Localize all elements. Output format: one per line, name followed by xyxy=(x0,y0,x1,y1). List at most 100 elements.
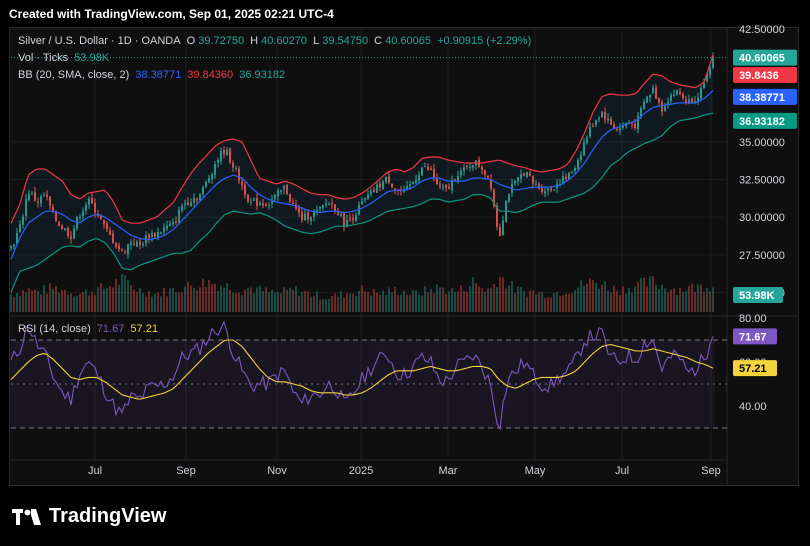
volume-bar xyxy=(295,286,297,312)
volume-bar xyxy=(490,287,492,312)
volume-bar xyxy=(310,296,312,312)
candle-body xyxy=(709,68,711,76)
volume-bar xyxy=(592,279,594,312)
symbol-title[interactable]: Silver / U.S. Dollar · 1D · OANDA xyxy=(18,35,181,47)
candle-body xyxy=(379,183,381,188)
candle-body xyxy=(157,232,159,238)
rsi-label[interactable]: RSI (14, close) xyxy=(18,323,91,335)
volume-bar xyxy=(184,286,186,312)
candle-body xyxy=(31,193,33,195)
candle-body xyxy=(349,218,351,220)
volume-bar xyxy=(565,293,567,312)
last-price-badge-bg xyxy=(733,49,797,66)
candle-body xyxy=(427,166,429,170)
candle-body xyxy=(571,171,573,173)
candle-body xyxy=(694,101,696,103)
candle-body xyxy=(178,209,180,223)
volume-bar xyxy=(217,290,219,312)
bb-label[interactable]: BB (20, SMA, close, 2) xyxy=(18,69,130,81)
volume-bar xyxy=(133,289,135,312)
candle-body xyxy=(310,217,312,221)
volume-label[interactable]: Vol · Ticks xyxy=(18,52,69,64)
volume-bar xyxy=(49,283,51,312)
candle-body xyxy=(382,181,384,189)
candle-body xyxy=(490,179,492,189)
rsi-legend[interactable]: RSI (14, close) 71.67 57.21 xyxy=(18,323,161,335)
volume-bar xyxy=(64,289,66,312)
candle-body xyxy=(208,178,210,183)
volume-bar xyxy=(418,294,420,312)
bb-upper-badge-bg xyxy=(733,66,797,83)
volume-bar xyxy=(208,280,210,312)
candle-body xyxy=(697,97,699,103)
candle-body xyxy=(574,168,576,171)
candle-body xyxy=(367,194,369,199)
candle-body xyxy=(508,194,510,202)
volume-bar xyxy=(334,293,336,312)
candle-body xyxy=(220,150,222,162)
volume-bar xyxy=(547,297,549,312)
volume-bar xyxy=(211,284,213,312)
candle-body xyxy=(352,218,354,221)
candle-body xyxy=(211,174,213,179)
candle-body xyxy=(562,176,564,185)
rsi-tick-label: 80.00 xyxy=(739,313,767,325)
volume-bar xyxy=(97,287,99,312)
candle-body xyxy=(406,186,408,190)
volume-bar xyxy=(199,287,201,312)
volume-bar xyxy=(373,289,375,312)
volume-bar xyxy=(568,293,570,312)
symbol-legend[interactable]: Silver / U.S. Dollar · 1D · OANDA O 39.72… xyxy=(18,35,534,47)
candle-body xyxy=(532,176,534,184)
brand[interactable]: TradingView xyxy=(12,505,166,528)
volume-bar xyxy=(112,287,114,312)
volume-bar xyxy=(439,287,441,312)
time-tick-label: Jul xyxy=(615,465,629,477)
volume-bar xyxy=(445,294,447,312)
candle-body xyxy=(691,98,693,104)
bb-lower-badge: 36.93182 xyxy=(739,116,785,128)
volume-bar xyxy=(685,291,687,312)
candle-body xyxy=(22,216,24,225)
candle-body xyxy=(451,179,453,191)
volume-bar xyxy=(124,275,126,312)
candle-body xyxy=(91,197,93,204)
candle-body xyxy=(544,191,546,194)
volume-bar xyxy=(286,289,288,312)
volume-bar xyxy=(85,289,87,312)
volume-bar xyxy=(40,294,42,312)
candle-body xyxy=(253,199,255,201)
volume-bar xyxy=(298,295,300,312)
volume-bar xyxy=(151,296,153,312)
candle-body xyxy=(160,232,162,234)
volume-bar xyxy=(325,299,327,312)
volume-bar xyxy=(235,293,237,312)
volume-bar xyxy=(364,291,366,312)
candle-body xyxy=(169,223,171,226)
candle-body xyxy=(64,228,66,231)
volume-bar xyxy=(466,291,468,312)
candle-body xyxy=(19,224,21,233)
volume-bar xyxy=(46,293,48,312)
volume-bar xyxy=(301,292,303,312)
volume-bar xyxy=(289,287,291,312)
volume-legend[interactable]: Vol · Ticks 53.98K xyxy=(18,52,112,64)
candle-body xyxy=(307,212,309,220)
volume-bar xyxy=(409,294,411,312)
volume-bar xyxy=(619,295,621,312)
candle-body xyxy=(667,101,669,106)
volume-bar xyxy=(268,292,270,312)
bb-legend[interactable]: BB (20, SMA, close, 2) 38.38771 39.84360… xyxy=(18,69,288,81)
candle-body xyxy=(373,189,375,193)
candle-body xyxy=(49,196,51,206)
volume-bar xyxy=(349,293,351,312)
volume-bar xyxy=(559,295,561,312)
volume-bar xyxy=(424,286,426,312)
candle-body xyxy=(553,189,555,191)
volume-bar xyxy=(283,287,285,312)
candle-body xyxy=(82,211,84,217)
volume-bar xyxy=(607,290,609,312)
candle-body xyxy=(502,220,504,235)
volume-bar xyxy=(577,287,579,312)
